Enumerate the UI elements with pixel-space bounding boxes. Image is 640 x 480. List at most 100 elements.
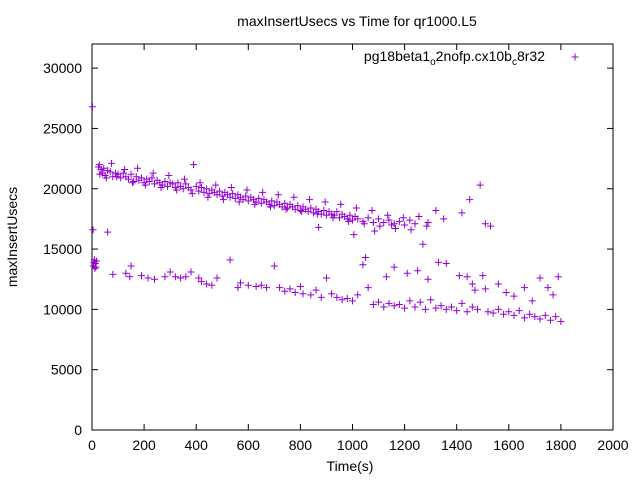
data-point xyxy=(520,284,528,292)
data-point xyxy=(549,291,557,299)
data-point xyxy=(151,180,159,188)
data-point xyxy=(368,206,376,214)
y-tick-label: 15000 xyxy=(43,241,82,257)
data-point xyxy=(494,305,502,313)
data-point xyxy=(458,299,466,307)
data-point xyxy=(197,184,205,192)
data-point xyxy=(208,281,216,289)
x-tick-label: 2000 xyxy=(597,437,628,453)
y-axis-label: maxInsertUsecs xyxy=(4,187,20,287)
data-point xyxy=(106,168,114,176)
data-point xyxy=(282,205,290,213)
data-point xyxy=(364,284,372,292)
data-point xyxy=(259,188,267,196)
data-point xyxy=(121,165,129,173)
data-point xyxy=(200,188,208,196)
data-point xyxy=(350,231,358,239)
data-point xyxy=(104,228,112,236)
data-point xyxy=(91,264,99,272)
data-point xyxy=(375,215,383,223)
data-point xyxy=(113,173,121,181)
data-point xyxy=(476,181,484,189)
x-tick-label: 1600 xyxy=(493,437,524,453)
data-point xyxy=(243,186,251,194)
data-point xyxy=(119,169,127,177)
data-point xyxy=(190,161,198,169)
data-point xyxy=(479,272,487,280)
data-point xyxy=(252,282,260,290)
data-point xyxy=(242,192,250,200)
data-point xyxy=(255,194,263,202)
data-point xyxy=(102,174,110,182)
legend-marker xyxy=(571,53,579,61)
legend-text-part: pg18beta1 xyxy=(364,48,430,64)
data-point xyxy=(455,272,463,280)
data-point xyxy=(218,192,226,200)
data-point xyxy=(89,226,97,234)
data-point xyxy=(281,287,289,295)
data-point xyxy=(195,274,203,282)
data-point xyxy=(390,263,398,271)
data-point xyxy=(130,178,138,186)
data-point xyxy=(352,204,360,212)
data-point xyxy=(489,309,497,317)
data-point xyxy=(421,305,429,313)
data-point xyxy=(296,206,304,214)
data-point xyxy=(415,212,423,220)
data-point xyxy=(360,220,368,228)
data-point xyxy=(263,284,271,292)
data-point xyxy=(557,317,565,325)
data-point xyxy=(182,180,190,188)
data-point xyxy=(171,273,179,281)
data-point xyxy=(466,196,474,204)
data-point xyxy=(388,221,396,229)
data-point xyxy=(411,303,419,311)
data-point xyxy=(403,269,411,277)
data-point xyxy=(484,308,492,316)
data-point xyxy=(165,171,173,179)
data-point xyxy=(328,290,336,298)
data-point xyxy=(173,186,181,194)
data-point xyxy=(108,159,116,167)
data-point xyxy=(187,268,195,276)
data-point xyxy=(359,261,367,269)
y-tick-label: 10000 xyxy=(43,301,82,317)
data-point xyxy=(536,315,544,323)
data-point xyxy=(286,285,294,293)
data-point xyxy=(144,274,152,282)
data-point xyxy=(177,274,185,282)
x-tick-label: 800 xyxy=(289,437,313,453)
data-point xyxy=(306,196,314,204)
data-point xyxy=(132,173,140,181)
data-point xyxy=(161,178,169,186)
data-point xyxy=(440,215,448,223)
data-point xyxy=(406,216,414,224)
data-point xyxy=(510,292,518,300)
data-point xyxy=(235,198,243,206)
data-point xyxy=(309,209,317,217)
data-point xyxy=(296,282,304,290)
data-point xyxy=(197,278,205,286)
data-point xyxy=(227,184,235,192)
data-point xyxy=(463,308,471,316)
data-point xyxy=(291,288,299,296)
data-point xyxy=(432,206,440,214)
data-point xyxy=(414,267,422,275)
legend-text-part: 8r32 xyxy=(517,48,545,64)
legend-subscript: c xyxy=(512,57,517,68)
data-point xyxy=(376,222,384,230)
data-point xyxy=(329,214,337,222)
data-point xyxy=(335,214,343,222)
data-point xyxy=(458,209,466,217)
data-point xyxy=(166,268,174,276)
data-point xyxy=(174,179,182,187)
data-point xyxy=(134,164,142,172)
data-point xyxy=(179,185,187,193)
data-point xyxy=(385,216,393,224)
data-point xyxy=(369,219,377,227)
legend-subscript: o xyxy=(430,57,436,68)
data-point xyxy=(315,223,323,231)
data-point xyxy=(468,303,476,311)
